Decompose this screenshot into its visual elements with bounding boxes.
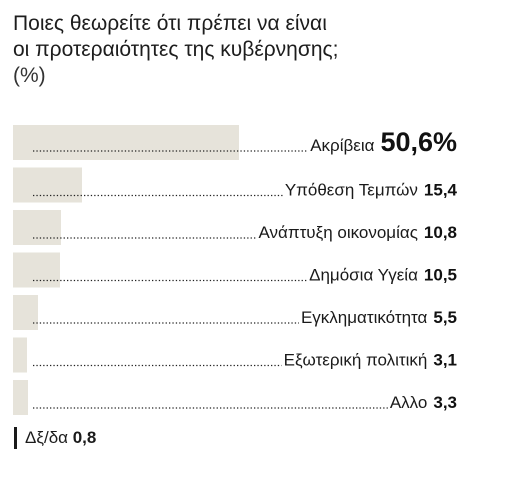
title-unit: (%) bbox=[13, 64, 46, 87]
category-label: Εγκληματικότητα bbox=[301, 308, 428, 327]
value-label: 3,3 bbox=[433, 393, 457, 412]
bar bbox=[13, 337, 27, 373]
category-label: Ανάπτυξη οικονομίας bbox=[258, 223, 417, 242]
value-label: 5,5 bbox=[433, 308, 457, 327]
value-label: 3,1 bbox=[433, 351, 457, 370]
bar bbox=[13, 252, 60, 288]
title-line-2: οι προτεραιότητες της κυβέρνησης; bbox=[13, 38, 339, 61]
title-line-1: Ποιες θεωρείτε ότι πρέπει να είναι bbox=[13, 12, 327, 35]
category-label: Δημόσια Υγεία bbox=[309, 266, 418, 285]
no-answer-row: Δξ/δα 0,8 bbox=[14, 427, 96, 449]
bar bbox=[13, 210, 61, 245]
value-label: 15,4 bbox=[424, 181, 458, 200]
bar bbox=[13, 380, 28, 415]
value-label: 50,6% bbox=[380, 127, 457, 157]
value-label: 10,5 bbox=[424, 266, 457, 285]
category-label: Ακρίβεια bbox=[310, 136, 374, 155]
category-label: Αλλο bbox=[390, 393, 428, 412]
no-answer-label: Δξ/δα bbox=[25, 428, 68, 447]
bar bbox=[13, 295, 38, 330]
bar bbox=[13, 125, 239, 160]
category-label: Εξωτερική πολιτική bbox=[284, 351, 428, 370]
category-label: Υπόθεση Τεμπών bbox=[285, 181, 418, 200]
no-answer-value: 0,8 bbox=[72, 428, 97, 447]
chart-title: Ποιες θεωρείτε ότι πρέπει να είναι οι πρ… bbox=[13, 11, 493, 89]
bar bbox=[13, 167, 82, 203]
value-label: 10,8 bbox=[424, 223, 457, 242]
